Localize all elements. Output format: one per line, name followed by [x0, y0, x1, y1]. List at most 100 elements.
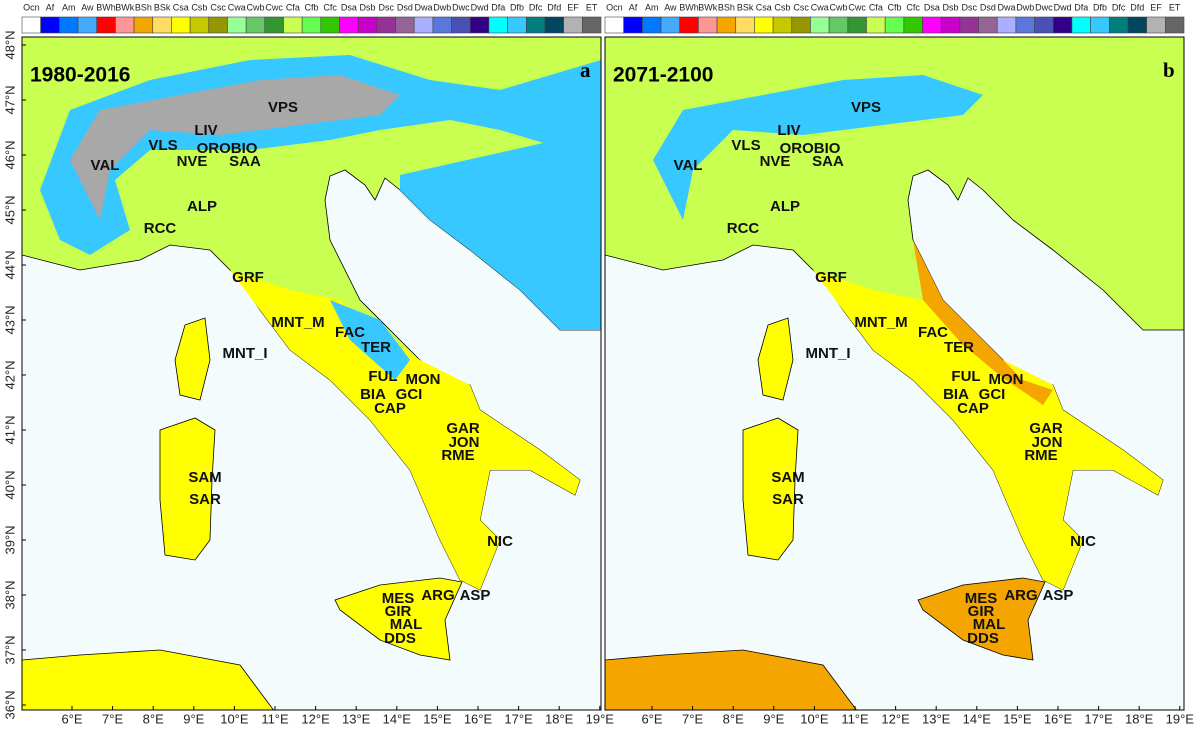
legend-swatch [716, 16, 737, 34]
station-label: ARG [1004, 587, 1037, 604]
legend-swatch [1108, 16, 1129, 34]
legend-label: Dwd [1054, 2, 1072, 12]
station-label: VPS [268, 99, 298, 116]
legend-swatch [563, 16, 583, 34]
lon-tick-label: 19°E [1166, 711, 1195, 726]
station-label: GAR [446, 420, 480, 437]
legend-swatch [264, 16, 284, 34]
lat-tick-label: 36°N [2, 690, 17, 719]
station-label: GRF [815, 269, 847, 286]
legend-label: Cfa [869, 2, 883, 12]
legend-swatch [1090, 16, 1110, 34]
legend-label: BSk [737, 2, 754, 12]
legend-swatch [40, 16, 60, 34]
station-label: MON [406, 371, 441, 388]
lon-tick-label: 19°E [586, 711, 615, 726]
station-label: ASP [1043, 587, 1074, 604]
lat-tick-label: 47°N [2, 85, 17, 114]
lon-tick-label: 14°E [383, 711, 412, 726]
legend-swatch [245, 16, 266, 34]
legend-swatch [171, 16, 191, 34]
lon-tick-label: 10°E [220, 711, 249, 726]
lat-tick-label: 45°N [2, 195, 17, 224]
legend-label: Dfc [1112, 2, 1126, 12]
legend-swatch [208, 16, 228, 34]
lon-tick-label: 18°E [1125, 711, 1154, 726]
legend-swatch [152, 16, 172, 34]
station-label: CAP [374, 400, 406, 417]
legend-swatch [133, 16, 154, 34]
lon-tick-label: 13°E [342, 711, 371, 726]
legend-label: Dwa [415, 2, 433, 12]
station-label: MNT_I [223, 345, 268, 362]
legend-swatch [772, 16, 793, 34]
legend-label: Cwb [246, 2, 264, 12]
legend-label: Cwc [265, 2, 283, 12]
station-label: OROBIO [780, 140, 841, 157]
station-label: VPS [851, 99, 881, 116]
panel-letter: b [1163, 58, 1175, 82]
map-b [605, 37, 1184, 710]
station-label: MES [965, 590, 998, 607]
lon-tick-label: 12°E [881, 711, 910, 726]
lon-tick-label: 15°E [423, 711, 452, 726]
station-label: DDS [384, 630, 416, 647]
station-label: JON [449, 434, 480, 451]
lat-tick-label: 37°N [2, 635, 17, 664]
station-label: GIR [968, 603, 995, 620]
lat-tick-label: 42°N [2, 360, 17, 389]
station-label: CAP [957, 400, 989, 417]
legend-label: Dfa [1074, 2, 1088, 12]
frame [604, 36, 1185, 711]
legend-swatch [828, 16, 849, 34]
legend-label: Dfd [1130, 2, 1144, 12]
map-a [22, 37, 601, 710]
lat-tick-label: 44°N [2, 250, 17, 279]
legend-swatch [884, 16, 905, 34]
legend-swatch [77, 16, 98, 34]
legend-label: Dwa [998, 2, 1016, 12]
legend-label: Dwb [433, 2, 451, 12]
panel-period: 1980-2016 [30, 64, 130, 87]
station-label: ALP [770, 198, 800, 215]
station-label: RME [1024, 447, 1057, 464]
legend-label: Dwc [452, 2, 470, 12]
legend-label: Dwc [1035, 2, 1053, 12]
legend-swatch [507, 16, 527, 34]
station-label: BIA [360, 386, 386, 403]
legend-swatch [283, 16, 303, 34]
legend-label: Aw [664, 2, 677, 12]
legend-swatch [735, 16, 755, 34]
legend-swatch [679, 16, 699, 34]
legend-label: Af [46, 2, 55, 12]
legend-label: Aw [81, 2, 94, 12]
frame [21, 36, 602, 711]
legend-label: Am [645, 2, 659, 12]
lat-tick-label: 46°N [2, 140, 17, 169]
legend-swatch [959, 16, 979, 34]
station-label: SAA [812, 153, 844, 170]
station-label: ARG [421, 587, 454, 604]
panel-period: 2071-2100 [613, 64, 713, 87]
legend-swatch [320, 16, 340, 34]
station-label: GRF [232, 269, 264, 286]
legend-label: BWh [96, 2, 116, 12]
lat-tick-label: 41°N [2, 415, 17, 444]
lon-tick-label: 15°E [1003, 711, 1032, 726]
station-label: RME [441, 447, 474, 464]
station-label: JON [1032, 434, 1063, 451]
legend-swatch [525, 16, 546, 34]
station-label: MES [382, 590, 415, 607]
station-label: GIR [385, 603, 412, 620]
legend-label: Dsb [943, 2, 959, 12]
legend-swatch [623, 16, 643, 34]
station-label: MNT_M [271, 314, 324, 331]
legend-swatch [469, 16, 490, 34]
legend-swatch [376, 16, 396, 34]
lon-tick-label: 10°E [800, 711, 829, 726]
station-label: SAR [772, 491, 804, 508]
legend-swatch [1146, 16, 1166, 34]
station-label: MON [989, 371, 1024, 388]
legend-label: Cfb [887, 2, 901, 12]
lon-tick-label: 11°E [261, 711, 289, 726]
